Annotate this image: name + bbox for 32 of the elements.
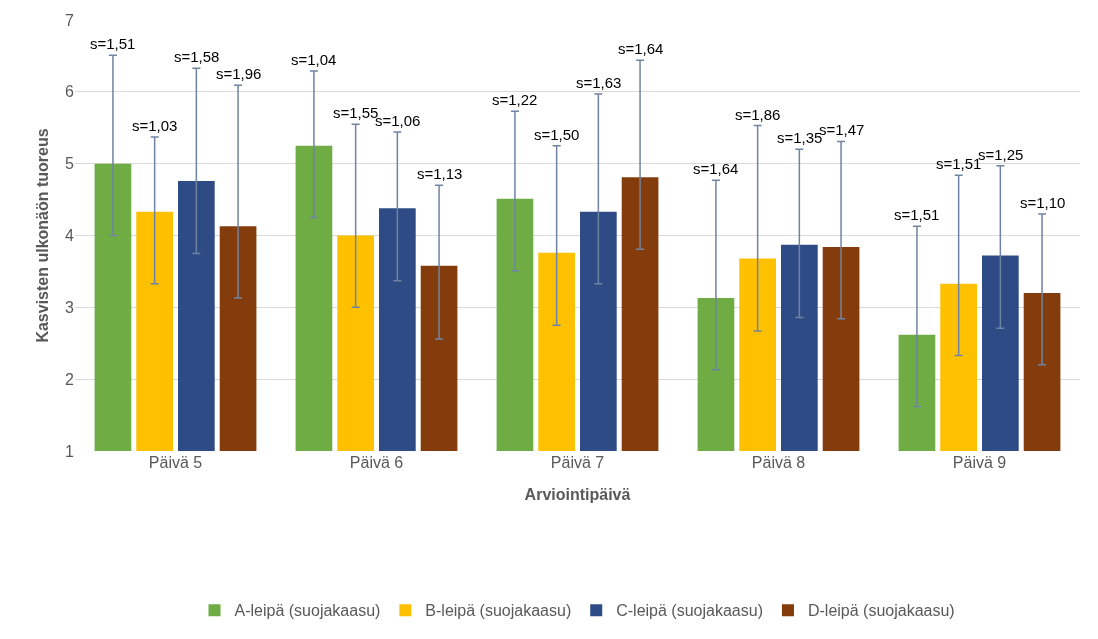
y-tick-label: 6 xyxy=(65,83,75,101)
annotation: s=1,64 xyxy=(693,160,739,177)
legend-label: A-leipä (suojakaasu) xyxy=(234,602,381,620)
annotation: s=1,50 xyxy=(534,126,580,143)
x-tick-label: Päivä 6 xyxy=(349,454,404,471)
annotation: s=1,86 xyxy=(735,106,781,123)
x-axis-title: Arviointipäivä xyxy=(524,485,631,503)
annotation: s=1,63 xyxy=(576,74,622,91)
y-tick-label: 7 xyxy=(65,11,75,29)
y-tick-label: 1 xyxy=(65,442,75,460)
annotation: s=1,96 xyxy=(216,65,262,82)
annotation: s=1,22 xyxy=(492,91,538,108)
y-tick-label: 3 xyxy=(65,298,75,316)
x-tick-label: Päivä 9 xyxy=(952,454,1007,471)
annotation: s=1,58 xyxy=(174,48,220,65)
annotation: s=1,13 xyxy=(417,165,463,182)
annotation: s=1,51 xyxy=(894,206,940,223)
annotation: s=1,51 xyxy=(90,35,136,52)
annotation: s=1,03 xyxy=(132,117,178,134)
annotation: s=1,10 xyxy=(1020,194,1066,211)
annotation: s=1,64 xyxy=(618,40,664,57)
legend-label: B-leipä (suojakaasu) xyxy=(425,602,572,620)
y-tick-label: 2 xyxy=(65,370,75,388)
y-tick-label: 4 xyxy=(65,227,75,245)
x-tick-label: Päivä 8 xyxy=(751,454,806,471)
x-tick-label: Päivä 7 xyxy=(550,454,605,471)
y-tick-label: 5 xyxy=(65,155,75,173)
legend-label: C-leipä (suojakaasu) xyxy=(616,602,763,620)
legend-label: D-leipä (suojakaasu) xyxy=(807,602,955,620)
annotation: s=1,04 xyxy=(291,51,337,68)
x-tick-label: Päivä 5 xyxy=(148,454,203,471)
y-axis-title: Kasvisten ulkonäön tuoreus xyxy=(33,128,51,343)
